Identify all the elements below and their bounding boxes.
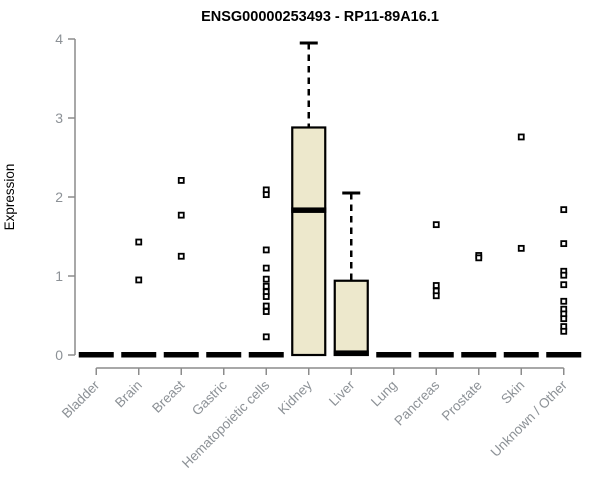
median-prostate <box>461 352 497 358</box>
y-tick-label: 3 <box>55 110 63 126</box>
y-axis-label: Expression <box>2 164 17 231</box>
box-kidney <box>291 126 327 357</box>
median-liver <box>333 350 369 356</box>
median-brain <box>121 352 157 358</box>
outlier-point-breast <box>177 252 185 260</box>
outlier-point-breast <box>177 211 185 219</box>
y-tick-label: 1 <box>55 268 63 284</box>
outlier-point-brain <box>135 238 143 246</box>
chart-title: ENSG00000253493 - RP11-89A16.1 <box>201 9 439 25</box>
median-lung <box>376 352 412 358</box>
outlier-point-prostate <box>475 254 483 262</box>
median-unknown-other <box>546 352 582 358</box>
outlier-point-pancreas <box>432 282 440 289</box>
outlier-point-hematopoietic-cells <box>262 264 270 272</box>
outlier-point-skin <box>517 133 525 141</box>
plot-area <box>78 41 582 358</box>
median-breast <box>163 352 199 358</box>
median-hematopoietic-cells <box>248 352 284 358</box>
x-category-label: Breast <box>149 377 187 415</box>
box-liver <box>333 279 369 357</box>
median-skin <box>503 352 539 358</box>
y-tick-label: 0 <box>55 347 63 363</box>
outlier-point-brain <box>135 276 143 284</box>
outlier-point-hematopoietic-cells <box>262 282 270 290</box>
outlier-point-pancreas <box>432 292 440 300</box>
outlier-point-hematopoietic-cells <box>262 191 270 199</box>
outlier-point-hematopoietic-cells <box>262 308 270 315</box>
x-category-label: Bladder <box>59 377 103 421</box>
median-kidney <box>291 207 327 213</box>
outlier-point-unknown-other <box>560 281 568 289</box>
y-tick-label: 4 <box>55 31 63 47</box>
median-bladder <box>78 352 114 358</box>
outlier-point-unknown-other <box>560 297 568 305</box>
x-category-label: Lung <box>368 378 400 410</box>
outlier-point-unknown-other <box>560 271 568 279</box>
outlier-point-hematopoietic-cells <box>262 302 270 310</box>
y-tick-label: 2 <box>55 189 63 205</box>
outlier-point-pancreas <box>432 221 440 229</box>
outlier-point-unknown-other <box>560 206 568 214</box>
x-category-label: Skin <box>498 378 527 407</box>
x-category-label: Unknown / Other <box>488 377 571 460</box>
outlier-point-hematopoietic-cells <box>262 246 270 254</box>
x-category-label: Prostate <box>439 378 485 424</box>
outlier-point-unknown-other <box>560 315 568 323</box>
x-category-label: Gastric <box>189 377 230 418</box>
x-category-label: Brain <box>112 378 145 411</box>
x-category-label: Liver <box>326 377 358 409</box>
outlier-point-unknown-other <box>560 327 568 335</box>
outlier-point-hematopoietic-cells <box>262 275 270 283</box>
x-category-label: Pancreas <box>391 377 442 428</box>
outlier-point-hematopoietic-cells <box>262 333 270 341</box>
outlier-point-unknown-other <box>560 240 568 248</box>
outlier-point-breast <box>177 177 185 184</box>
median-gastric <box>206 352 242 358</box>
x-category-label: Kidney <box>275 377 315 417</box>
outlier-point-hematopoietic-cells <box>262 293 270 300</box>
outlier-point-skin <box>517 244 525 252</box>
median-pancreas <box>418 352 454 358</box>
